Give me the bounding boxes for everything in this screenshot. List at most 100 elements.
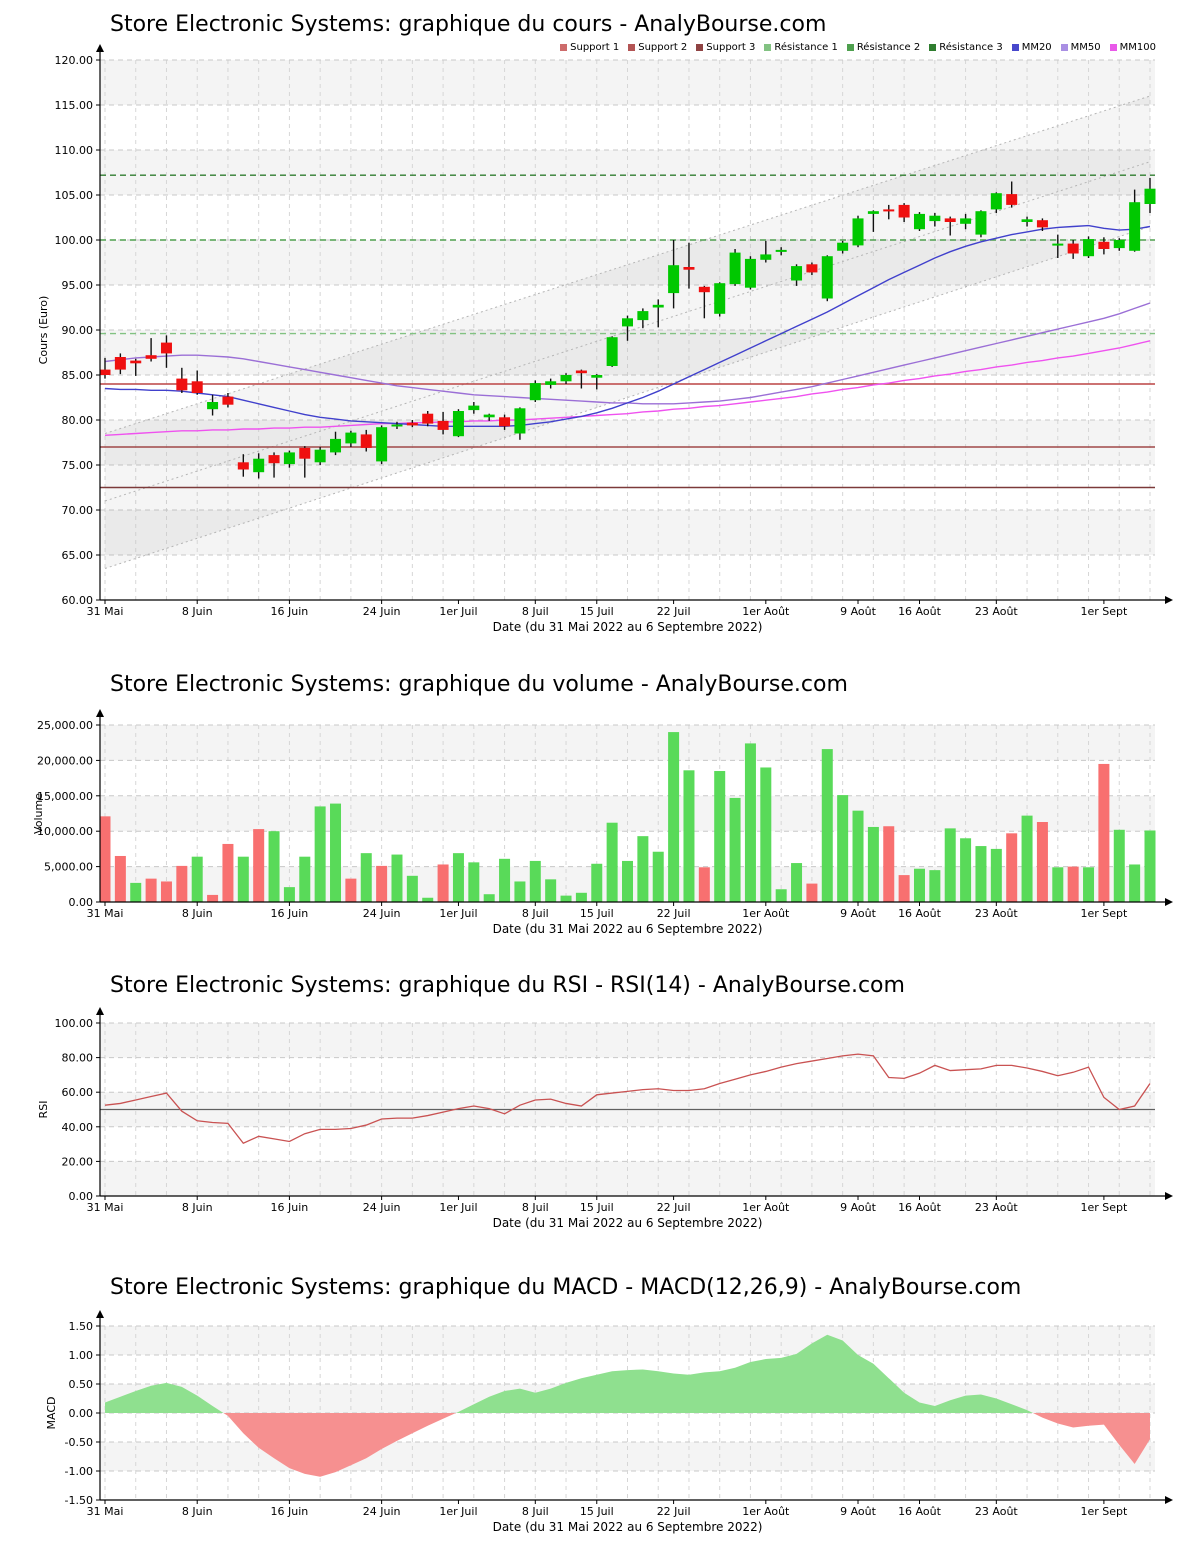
svg-text:9 Août: 9 Août xyxy=(840,605,877,618)
svg-text:15 Juil: 15 Juil xyxy=(580,1201,614,1214)
legend-item-support-2: Support 2 xyxy=(628,42,687,53)
svg-text:23 Août: 23 Août xyxy=(975,1505,1019,1518)
svg-text:110.00: 110.00 xyxy=(55,144,94,157)
svg-text:60.00: 60.00 xyxy=(62,594,94,607)
price-chart-title: Store Electronic Systems: graphique du c… xyxy=(110,12,827,37)
svg-text:9 Août: 9 Août xyxy=(840,907,877,920)
svg-text:1er Juil: 1er Juil xyxy=(439,1505,477,1518)
svg-text:80.00: 80.00 xyxy=(62,1052,94,1065)
svg-text:22 Juil: 22 Juil xyxy=(657,1505,691,1518)
legend-item-résistance-1: Résistance 1 xyxy=(764,42,838,53)
svg-text:16 Août: 16 Août xyxy=(898,1201,942,1214)
legend-swatch xyxy=(628,44,636,51)
svg-text:75.00: 75.00 xyxy=(62,459,94,472)
svg-text:40.00: 40.00 xyxy=(62,1121,94,1134)
price-chart-plot: 120.00 115.00 110.00 105.00 100.00 95.00 90.00… xyxy=(37,44,1173,634)
svg-text:Cours (Euro): Cours (Euro) xyxy=(37,296,50,365)
legend-label: Support 3 xyxy=(706,42,756,53)
svg-text:65.00: 65.00 xyxy=(62,549,94,562)
svg-text:Date (du 31 Mai 2022 au 6 Sept: Date (du 31 Mai 2022 au 6 Septembre 2022… xyxy=(493,1216,763,1230)
svg-text:MACD: MACD xyxy=(45,1397,58,1430)
legend-label: Résistance 3 xyxy=(939,42,1003,53)
svg-text:15 Juil: 15 Juil xyxy=(580,1505,614,1518)
svg-text:8 Juin: 8 Juin xyxy=(182,1505,213,1518)
svg-text:15 Juil: 15 Juil xyxy=(580,907,614,920)
svg-text:10,000.00: 10,000.00 xyxy=(37,825,93,838)
svg-text:RSI: RSI xyxy=(37,1101,50,1119)
svg-text:105.00: 105.00 xyxy=(55,189,94,202)
svg-text:9 Août: 9 Août xyxy=(840,1201,877,1214)
rsi-chart-section: Store Electronic Systems: graphique du R… xyxy=(0,955,1200,1255)
svg-text:8 Juin: 8 Juin xyxy=(182,907,213,920)
svg-text:15 Juil: 15 Juil xyxy=(580,605,614,618)
legend-label: Support 1 xyxy=(570,42,620,53)
legend-label: Résistance 2 xyxy=(856,42,921,53)
legend-label: Résistance 1 xyxy=(774,42,838,53)
legend-label: MM20 xyxy=(1021,42,1052,53)
svg-text:70.00: 70.00 xyxy=(62,504,94,517)
legend-label: MM50 xyxy=(1070,42,1101,53)
svg-text:120.00: 120.00 xyxy=(55,54,94,67)
price-chart-section: Store Electronic Systems: graphique du c… xyxy=(0,0,1200,660)
legend-label: Support 2 xyxy=(638,42,688,53)
svg-text:115.00: 115.00 xyxy=(55,99,94,112)
legend-item-résistance-3: Résistance 3 xyxy=(929,42,1003,53)
volume-chart-title: Store Electronic Systems: graphique du v… xyxy=(110,672,848,697)
legend-swatch xyxy=(846,44,854,51)
svg-text:100.00: 100.00 xyxy=(55,1017,94,1030)
svg-text:8 Juin: 8 Juin xyxy=(182,1201,213,1214)
svg-text:16 Août: 16 Août xyxy=(898,1505,942,1518)
svg-text:1er Sept: 1er Sept xyxy=(1080,907,1128,920)
legend-swatch xyxy=(560,44,568,51)
svg-text:8 Juil: 8 Juil xyxy=(522,907,549,920)
svg-text:20,000.00: 20,000.00 xyxy=(37,754,93,767)
svg-text:0.00: 0.00 xyxy=(69,1407,94,1420)
svg-text:25,000.00: 25,000.00 xyxy=(37,719,93,732)
svg-text:0.00: 0.00 xyxy=(69,1190,94,1203)
volume-chart-plot: 25,000.00 20,000.00 15,000.00 10,000.00 5,00… xyxy=(32,709,1173,936)
svg-text:20.00: 20.00 xyxy=(62,1155,94,1168)
legend-swatch xyxy=(1109,44,1117,51)
svg-text:16 Août: 16 Août xyxy=(898,605,942,618)
svg-text:31 Mai: 31 Mai xyxy=(87,1505,124,1518)
svg-text:8 Juil: 8 Juil xyxy=(522,1505,549,1518)
svg-text:1er Sept: 1er Sept xyxy=(1080,1201,1128,1214)
svg-text:23 Août: 23 Août xyxy=(975,1201,1019,1214)
svg-text:1er Sept: 1er Sept xyxy=(1080,1505,1128,1518)
legend-item-résistance-2: Résistance 2 xyxy=(846,42,921,53)
price-chart-legend: Support 1 Support 2 Support 3 Résistance 1 R… xyxy=(560,42,1156,53)
svg-text:5,000.00: 5,000.00 xyxy=(44,861,93,874)
legend-swatch xyxy=(696,44,704,51)
svg-text:-1.00: -1.00 xyxy=(65,1465,93,1478)
svg-text:31 Mai: 31 Mai xyxy=(87,1201,124,1214)
legend-swatch xyxy=(1060,44,1068,51)
svg-text:8 Juil: 8 Juil xyxy=(522,1201,549,1214)
svg-text:1er Juil: 1er Juil xyxy=(439,907,477,920)
svg-text:1er Sept: 1er Sept xyxy=(1080,605,1128,618)
svg-text:22 Juil: 22 Juil xyxy=(657,907,691,920)
svg-text:31 Mai: 31 Mai xyxy=(87,907,124,920)
svg-text:9 Août: 9 Août xyxy=(840,1505,877,1518)
legend-item-mm50: MM50 xyxy=(1060,42,1101,53)
svg-text:1er Juil: 1er Juil xyxy=(439,605,477,618)
svg-text:1er Août: 1er Août xyxy=(742,907,790,920)
svg-text:16 Juin: 16 Juin xyxy=(271,1505,309,1518)
svg-text:80.00: 80.00 xyxy=(62,414,94,427)
svg-text:23 Août: 23 Août xyxy=(975,907,1019,920)
svg-text:95.00: 95.00 xyxy=(62,279,94,292)
svg-text:Date (du 31 Mai 2022 au 6 Sept: Date (du 31 Mai 2022 au 6 Septembre 2022… xyxy=(493,620,763,634)
svg-text:1er Juil: 1er Juil xyxy=(439,1201,477,1214)
legend-swatch xyxy=(1011,44,1019,51)
svg-text:24 Juin: 24 Juin xyxy=(363,907,401,920)
svg-text:0.00: 0.00 xyxy=(69,896,94,909)
svg-text:Date (du 31 Mai 2022 au 6 Sept: Date (du 31 Mai 2022 au 6 Septembre 2022… xyxy=(493,1520,763,1534)
macd-chart-section: Store Electronic Systems: graphique du M… xyxy=(0,1255,1200,1550)
legend-swatch xyxy=(764,44,772,51)
svg-text:-1.50: -1.50 xyxy=(65,1494,93,1507)
legend-item-mm20: MM20 xyxy=(1011,42,1052,53)
svg-text:16 Juin: 16 Juin xyxy=(271,605,309,618)
svg-text:1.50: 1.50 xyxy=(69,1320,94,1333)
svg-text:1.00: 1.00 xyxy=(69,1349,94,1362)
